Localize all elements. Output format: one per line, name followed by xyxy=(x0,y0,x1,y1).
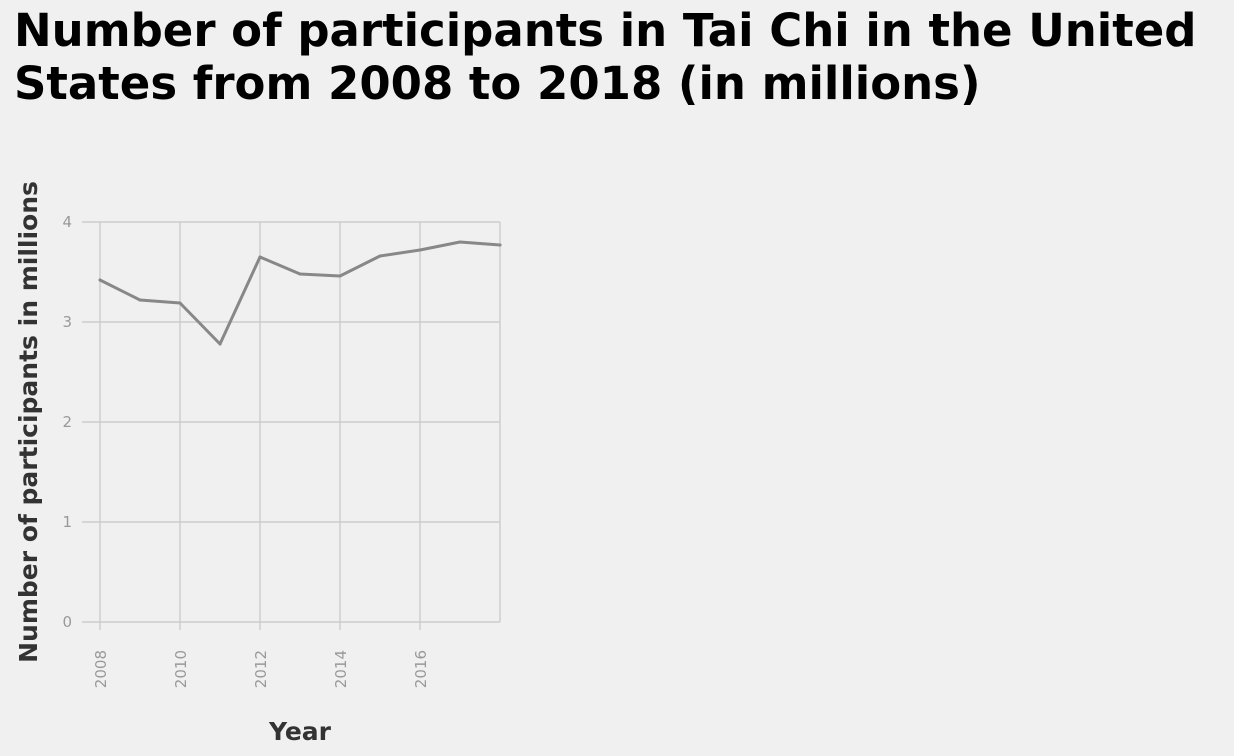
data-point xyxy=(178,301,182,305)
data-point xyxy=(378,254,382,258)
data-point xyxy=(138,298,142,302)
x-tick-label: 2008 xyxy=(92,650,110,688)
data-point xyxy=(218,342,222,346)
y-tick-label: 2 xyxy=(62,413,72,431)
y-tick-label: 3 xyxy=(62,313,72,331)
data-point xyxy=(338,274,342,278)
y-tick-label: 1 xyxy=(62,513,72,531)
data-point xyxy=(298,272,302,276)
grid xyxy=(82,221,501,630)
data-point xyxy=(418,248,422,252)
data-point xyxy=(258,255,262,259)
series-line xyxy=(98,240,502,346)
data-point xyxy=(98,278,102,282)
y-axis-title: Number of participants in millions xyxy=(14,181,43,663)
chart-title: Number of participants in Tai Chi in the… xyxy=(14,4,1197,110)
x-tick-label: 2010 xyxy=(172,650,190,688)
y-tick-label: 0 xyxy=(62,613,72,631)
data-point xyxy=(498,243,502,247)
series-layer xyxy=(98,240,502,346)
y-axis-ticks: 0 1 2 3 4 xyxy=(62,213,72,631)
data-point xyxy=(458,240,462,244)
x-tick-label: 2014 xyxy=(332,650,350,688)
x-axis-ticks: 2008 2010 2012 2014 2016 xyxy=(92,650,430,688)
y-tick-label: 4 xyxy=(62,213,72,231)
x-tick-label: 2012 xyxy=(252,650,270,688)
x-axis-title: Year xyxy=(268,717,332,746)
x-tick-label: 2016 xyxy=(412,650,430,688)
